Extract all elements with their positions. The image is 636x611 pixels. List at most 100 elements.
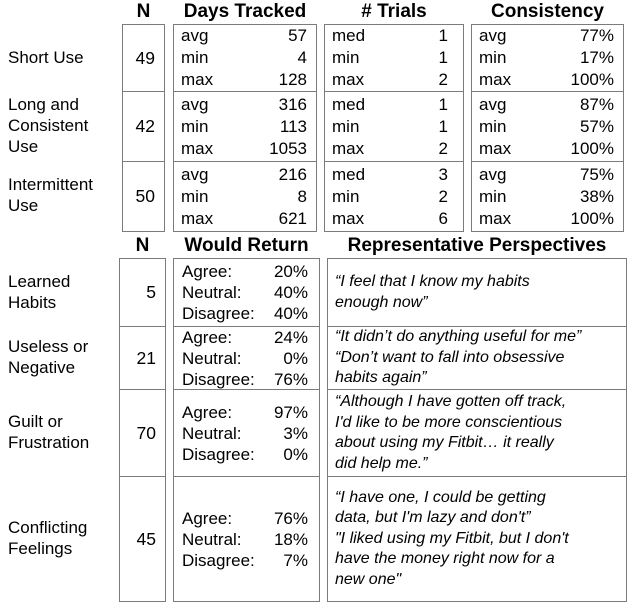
consistency-column: Consistency avg 77% min 17% max 100% avg 87%… [471,0,624,232]
stat-line: avg 75% [472,164,623,186]
stat-line: min 8 [174,186,316,208]
stat-value: 40% [273,283,308,302]
stat-label: min [181,186,209,206]
stat-label: max [332,70,365,89]
stat-label: Neutral: [182,423,242,443]
stat-value: 113 [279,116,307,136]
stat-line: Neutral: 18% [174,529,319,550]
would-return-cell: Agree: 97% Neutral: 3% Disagree: 0% [174,389,319,476]
stat-label: avg [181,94,209,114]
days-tracked-box: avg 57 min 4 max 128 avg 316 min 113 max 1053 … [173,24,317,232]
row-label-intermittent-use: Intermittent Use [8,175,94,215]
quote-line: did help me.” [335,454,428,472]
stat-label: avg [479,94,507,114]
stat-label: max [479,70,512,89]
stat-value: 2 [438,186,448,206]
column-header-trials: # Trials [361,1,427,22]
consistency-cell: avg 75% min 38% max 100% [472,161,623,231]
usage-n-column: N 49 42 50 [122,0,165,232]
stat-value: 128 [278,70,307,89]
column-header-consistency: Consistency [491,1,604,22]
stat-line: min 4 [174,47,316,69]
stat-label: Disagree: [182,550,255,570]
trials-cell: med 3 min 2 max 6 [325,161,463,231]
stat-label: Disagree: [182,369,255,389]
would-return-cell: Agree: 24% Neutral: 0% Disagree: 76% [174,326,319,389]
stat-value: 77% [579,26,614,45]
stat-line: Agree: 24% [174,327,319,348]
stat-line: Agree: 20% [174,261,319,282]
stat-value: 1 [438,26,448,45]
stat-line: min 17% [472,47,623,69]
stat-value: 100% [570,138,614,158]
n-value: 42 [123,91,164,161]
stat-line: med 1 [325,25,463,47]
stat-value: 87% [579,94,614,114]
stat-value: 4 [297,48,307,67]
stat-label: med [332,164,366,184]
consistency-cell: avg 77% min 17% max 100% [472,25,623,91]
stat-line: min 113 [174,116,316,138]
row-label-short-use: Short Use [8,47,84,67]
stat-value: 75% [579,164,614,184]
stat-label: Disagree: [182,444,255,464]
row-label-long-consistent-use: Long and Consistent Use [8,94,89,156]
n-column-box: 5 21 70 45 [119,258,166,602]
column-header-n: N [135,235,150,256]
quote-cell: “I have one, I could be getting data, bu… [328,476,626,601]
stat-value: 24% [273,327,308,347]
stat-line: min 57% [472,116,623,138]
stat-label: min [181,48,209,67]
stat-label: max [181,208,214,228]
stat-line: Neutral: 40% [174,282,319,303]
stat-line: min 38% [472,186,623,208]
would-return-cell: Agree: 20% Neutral: 40% Disagree: 40% [174,259,319,326]
stat-label: min [479,116,507,136]
stat-value: 316 [278,94,307,114]
stat-label: min [332,48,360,67]
trials-box: med 1 min 1 max 2 med 1 min 1 max 2 med 3 min 2 … [324,24,464,232]
stat-line: Disagree: 0% [174,444,319,465]
row-label-learned-habits: Learned Habits [8,271,71,312]
row-label-useless-or-negative: Useless or Negative [8,336,89,377]
stat-value: 1 [438,116,448,136]
would-return-cell: Agree: 76% Neutral: 18% Disagree: 7% [174,476,319,601]
perspectives-row-labels: Learned Habits Useless or Negative Guilt… [0,234,119,600]
representative-perspectives-column: Representative Perspectives “I feel that… [327,234,627,602]
stat-value: 1 [438,94,448,114]
stat-line: Agree: 76% [174,508,319,529]
n-value: 49 [135,47,155,68]
perspectives-table: Learned Habits Useless or Negative Guilt… [0,234,636,602]
stat-value: 18% [273,529,308,549]
stat-value: 2 [438,70,448,89]
stat-value: 216 [278,164,307,184]
stat-line: min 1 [325,116,463,138]
stat-label: max [479,208,512,228]
stat-label: Neutral: [182,283,242,302]
quote-line: “I have one, I could be getting [335,488,546,506]
quote-line: new one" [335,570,402,588]
quote-line: enough now” [335,293,428,311]
column-header-would-return: Would Return [184,235,309,256]
stat-line: Disagree: 40% [174,303,319,324]
stat-line: max 1053 [174,138,316,160]
stat-value: 76% [273,508,308,528]
stat-line: max 100% [472,69,623,91]
stat-line: avg 87% [472,94,623,116]
stat-label: max [332,138,365,158]
stat-value: 97% [273,402,308,422]
stat-line: Agree: 97% [174,402,319,423]
stat-value: 7% [283,550,308,570]
n-value: 45 [120,476,165,601]
stat-label: Neutral: [182,529,242,549]
column-header-days-tracked: Days Tracked [183,1,307,22]
stat-label: avg [479,164,507,184]
stat-line: avg 77% [472,25,623,47]
n-column-box: 49 42 50 [122,24,165,232]
trials-cell: med 1 min 1 max 2 [325,91,463,161]
stat-label: min [332,186,360,206]
stat-value: 6 [438,208,448,228]
stat-line: max 128 [174,69,316,91]
stat-line: max 621 [174,208,316,230]
